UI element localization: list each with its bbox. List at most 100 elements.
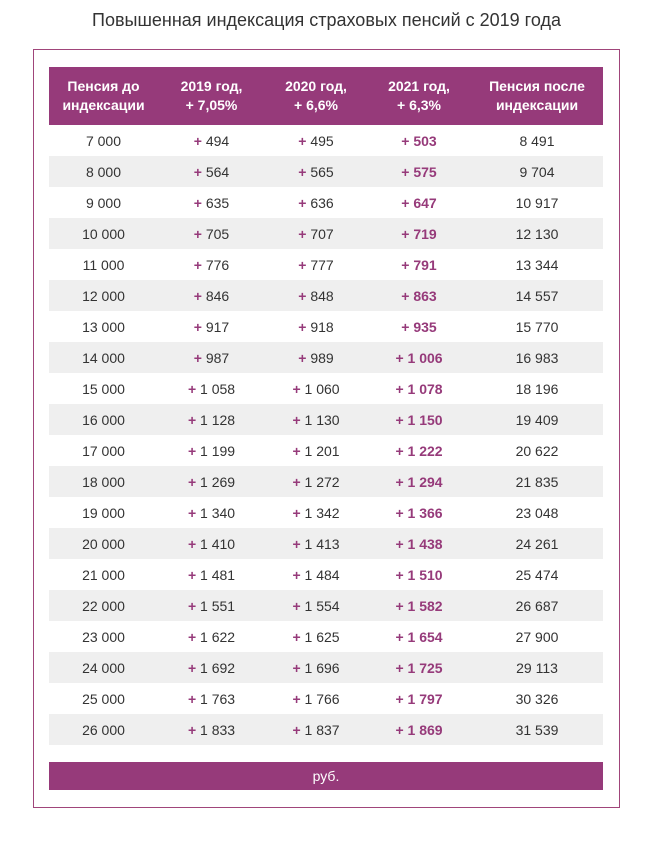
cell-pension-after: 18 196 xyxy=(515,380,559,397)
cell-value: 1 366 xyxy=(407,504,443,521)
cell-increase-2019: + 1 551 xyxy=(158,598,265,614)
header-2021: 2021 год, + 6,3% xyxy=(388,78,450,113)
cell-pension-after: 24 261 xyxy=(515,535,559,552)
cell-increase-2021: + 935 xyxy=(367,319,471,335)
cell-increase-2019: + 564 xyxy=(158,164,265,180)
plus-sign: + xyxy=(395,411,404,428)
plus-sign: + xyxy=(298,132,307,149)
cell-value: 1 413 xyxy=(304,535,340,552)
cell-increase-2020: + 1 272 xyxy=(265,474,367,490)
cell-value: 1 696 xyxy=(304,659,340,676)
cell-pension-after: 31 539 xyxy=(515,721,559,738)
cell-value: 776 xyxy=(205,256,230,273)
cell-value: 719 xyxy=(413,225,437,242)
cell-value: 503 xyxy=(413,132,437,149)
table-row: 14 000 + 987 + 989 + 1 006 16 983 xyxy=(49,342,603,373)
cell-value: 1 269 xyxy=(200,473,236,490)
cell-increase-2019: + 1 763 xyxy=(158,691,265,707)
table-row: 10 000 + 705 + 707 + 719 12 130 xyxy=(49,218,603,249)
cell-value: 1 625 xyxy=(304,628,340,645)
cell-increase-2020: + 1 766 xyxy=(265,691,367,707)
cell-increase-2020: + 1 413 xyxy=(265,536,367,552)
cell-value: 863 xyxy=(413,287,437,304)
cell-pension-after: 23 048 xyxy=(515,504,559,521)
header-2019: 2019 год, + 7,05% xyxy=(180,78,243,113)
plus-sign: + xyxy=(395,535,404,552)
cell-increase-2019: + 917 xyxy=(158,319,265,335)
cell-increase-2021: + 1 150 xyxy=(367,412,471,428)
cell-increase-2019: + 1 622 xyxy=(158,629,265,645)
cell-increase-2020: + 1 554 xyxy=(265,598,367,614)
cell-value: 1 410 xyxy=(200,535,236,552)
cell-increase-2019: + 846 xyxy=(158,288,265,304)
cell-value: 987 xyxy=(205,349,230,366)
cell-value: 1 342 xyxy=(304,504,340,521)
table-row: 11 000 + 776 + 777 + 791 13 344 xyxy=(49,249,603,280)
cell-pension-after: 26 687 xyxy=(515,597,559,614)
plus-sign: + xyxy=(193,132,202,149)
plus-sign: + xyxy=(401,318,410,335)
table-body: 7 000 + 494 + 495 + 503 8 491 8 000 + 564 + 565… xyxy=(49,125,603,745)
cell-pension-after: 20 622 xyxy=(515,442,559,459)
plus-sign: + xyxy=(401,287,410,304)
plus-sign: + xyxy=(193,256,202,273)
table-row: 21 000 + 1 481 + 1 484 + 1 510 25 474 xyxy=(49,559,603,590)
plus-sign: + xyxy=(401,256,410,273)
cell-value: 647 xyxy=(413,194,437,211)
plus-sign: + xyxy=(298,163,307,180)
cell-value: 1 837 xyxy=(304,721,340,738)
cell-increase-2021: + 575 xyxy=(367,164,471,180)
table-row: 17 000 + 1 199 + 1 201 + 1 222 20 622 xyxy=(49,435,603,466)
cell-value: 575 xyxy=(413,163,437,180)
plus-sign: + xyxy=(395,721,404,738)
cell-value: 1 869 xyxy=(407,721,443,738)
plus-sign: + xyxy=(395,659,404,676)
cell-increase-2021: + 1 294 xyxy=(367,474,471,490)
cell-increase-2020: + 565 xyxy=(265,164,367,180)
cell-pension-before: 12 000 xyxy=(82,287,125,304)
cell-value: 1 725 xyxy=(407,659,443,676)
table-row: 7 000 + 494 + 495 + 503 8 491 xyxy=(49,125,603,156)
cell-increase-2019: + 705 xyxy=(158,226,265,242)
plus-sign: + xyxy=(292,597,301,614)
cell-increase-2019: + 1 340 xyxy=(158,505,265,521)
cell-pension-before: 18 000 xyxy=(82,473,125,490)
cell-value: 1 272 xyxy=(304,473,340,490)
cell-pension-after: 19 409 xyxy=(515,411,559,428)
table-row: 12 000 + 846 + 848 + 863 14 557 xyxy=(49,280,603,311)
cell-increase-2020: + 1 696 xyxy=(265,660,367,676)
table-row: 13 000 + 917 + 918 + 935 15 770 xyxy=(49,311,603,342)
plus-sign: + xyxy=(292,659,301,676)
cell-value: 1 484 xyxy=(304,566,340,583)
cell-pension-after: 27 900 xyxy=(515,628,559,645)
cell-increase-2019: + 1 199 xyxy=(158,443,265,459)
cell-value: 1 692 xyxy=(200,659,236,676)
cell-value: 1 078 xyxy=(407,380,443,397)
cell-pension-after: 8 491 xyxy=(519,132,555,149)
cell-increase-2020: + 707 xyxy=(265,226,367,242)
cell-increase-2020: + 848 xyxy=(265,288,367,304)
cell-value: 1 222 xyxy=(407,442,443,459)
cell-value: 636 xyxy=(310,194,334,211)
plus-sign: + xyxy=(401,163,410,180)
cell-increase-2019: + 494 xyxy=(158,133,265,149)
plus-sign: + xyxy=(292,628,301,645)
table-header: Пенсия до индексации 2019 год, + 7,05% 2… xyxy=(49,67,603,125)
cell-increase-2021: + 1 582 xyxy=(367,598,471,614)
plus-sign: + xyxy=(187,504,197,521)
cell-value: 1 199 xyxy=(200,442,236,459)
cell-pension-after: 12 130 xyxy=(515,225,559,242)
cell-value: 707 xyxy=(310,225,334,242)
cell-increase-2021: + 1 654 xyxy=(367,629,471,645)
plus-sign: + xyxy=(292,473,301,490)
cell-increase-2021: + 863 xyxy=(367,288,471,304)
plus-sign: + xyxy=(395,380,404,397)
plus-sign: + xyxy=(298,318,307,335)
cell-increase-2021: + 1 869 xyxy=(367,722,471,738)
cell-value: 935 xyxy=(413,318,437,335)
cell-increase-2019: + 1 833 xyxy=(158,722,265,738)
plus-sign: + xyxy=(395,473,404,490)
plus-sign: + xyxy=(298,225,307,242)
cell-pension-after: 15 770 xyxy=(515,318,559,335)
cell-increase-2021: + 719 xyxy=(367,226,471,242)
